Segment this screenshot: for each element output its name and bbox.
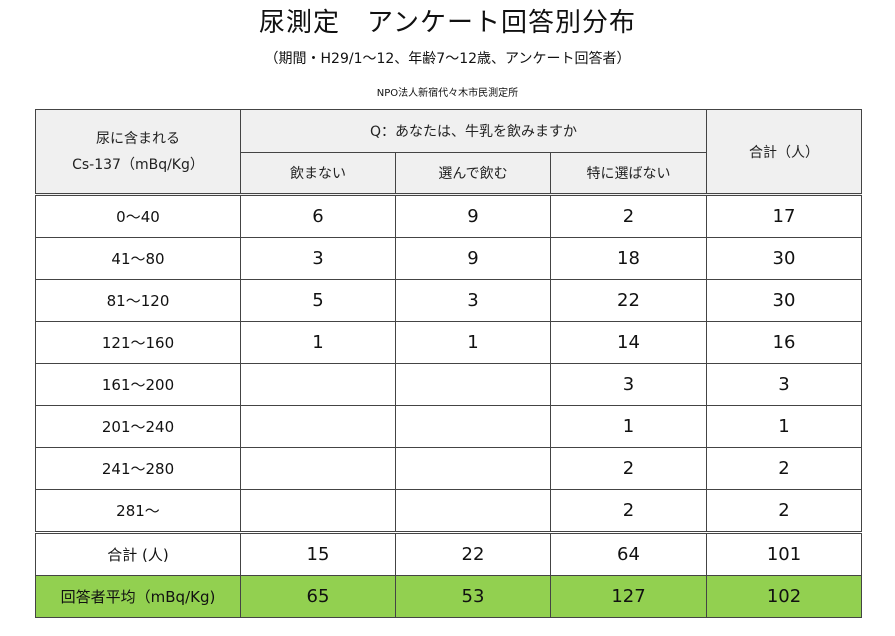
no-milk-cell: 15 [240, 531, 396, 576]
total-cell: 1 [706, 405, 862, 448]
total-cell: 101 [706, 531, 862, 576]
select-milk-cell [395, 489, 551, 533]
no-preference-cell: 1 [550, 405, 707, 448]
table-row: 0～40 6 9 2 17 [35, 193, 862, 238]
no-preference-cell: 2 [550, 489, 707, 533]
select-milk-cell: 53 [395, 575, 551, 618]
select-milk-cell: 3 [395, 279, 551, 322]
no-preference-cell: 14 [550, 321, 707, 364]
table-row: 241～280 2 2 [35, 447, 862, 490]
survey-distribution-table: 尿に含まれる Cs-137（mBq/Kg） Q：あなたは、牛乳を飲みますか 合計… [35, 109, 862, 618]
range-header-line2: Cs-137（mBq/Kg） [72, 156, 204, 173]
no-preference-cell: 127 [550, 575, 707, 618]
average-row: 回答者平均（mBq/Kg) 65 53 127 102 [35, 575, 862, 618]
page-title: 尿測定 アンケート回答別分布 [259, 8, 636, 38]
range-cell: 281～ [35, 489, 241, 533]
no-milk-cell: 6 [240, 193, 396, 238]
range-header-line1: 尿に含まれる [96, 130, 180, 147]
range-cell: 161～200 [35, 363, 241, 406]
select-milk-cell [395, 363, 551, 406]
no-preference-cell: 18 [550, 237, 707, 280]
total-cell: 3 [706, 363, 862, 406]
table-row: 121～160 1 1 14 16 [35, 321, 862, 364]
range-cell: 0～40 [35, 193, 241, 238]
total-column-header: 合計（人） [706, 109, 862, 195]
table-row: 161～200 3 3 [35, 363, 862, 406]
no-preference-cell: 2 [550, 447, 707, 490]
no-milk-cell [240, 363, 396, 406]
range-cell: 回答者平均（mBq/Kg) [35, 575, 241, 618]
answer-header-no-preference: 特に選ばない [550, 152, 707, 195]
no-milk-cell: 1 [240, 321, 396, 364]
organization-label: NPO法人新宿代々木市民測定所 [376, 88, 519, 99]
no-milk-cell [240, 489, 396, 533]
range-cell: 121～160 [35, 321, 241, 364]
select-milk-cell: 1 [395, 321, 551, 364]
total-cell: 2 [706, 489, 862, 533]
select-milk-cell: 9 [395, 193, 551, 238]
answer-header-select-milk: 選んで飲む [395, 152, 551, 195]
table-row: 81～120 5 3 22 30 [35, 279, 862, 322]
total-cell: 2 [706, 447, 862, 490]
total-cell: 102 [706, 575, 862, 618]
question-header: Q：あなたは、牛乳を飲みますか [240, 109, 707, 153]
range-cell: 241～280 [35, 447, 241, 490]
range-column-header: 尿に含まれる Cs-137（mBq/Kg） [35, 109, 241, 195]
table-row: 281～ 2 2 [35, 489, 862, 533]
no-preference-cell: 3 [550, 363, 707, 406]
range-cell: 41～80 [35, 237, 241, 280]
table-row: 201～240 1 1 [35, 405, 862, 448]
total-cell: 30 [706, 279, 862, 322]
page-subtitle: （期間・H29/1～12、年齢7～12歳、アンケート回答者） [264, 51, 631, 67]
range-cell: 合計 (人) [35, 531, 241, 576]
range-cell: 201～240 [35, 405, 241, 448]
no-milk-cell [240, 405, 396, 448]
table-row: 41～80 3 9 18 30 [35, 237, 862, 280]
range-cell: 81～120 [35, 279, 241, 322]
answer-header-no-milk: 飲まない [240, 152, 396, 195]
total-cell: 17 [706, 193, 862, 238]
select-milk-cell: 9 [395, 237, 551, 280]
no-preference-cell: 64 [550, 531, 707, 576]
no-preference-cell: 2 [550, 193, 707, 238]
no-milk-cell: 3 [240, 237, 396, 280]
total-cell: 16 [706, 321, 862, 364]
no-preference-cell: 22 [550, 279, 707, 322]
total-row: 合計 (人) 15 22 64 101 [35, 531, 862, 576]
no-milk-cell: 65 [240, 575, 396, 618]
total-cell: 30 [706, 237, 862, 280]
select-milk-cell [395, 405, 551, 448]
no-milk-cell [240, 447, 396, 490]
no-milk-cell: 5 [240, 279, 396, 322]
select-milk-cell: 22 [395, 531, 551, 576]
select-milk-cell [395, 447, 551, 490]
